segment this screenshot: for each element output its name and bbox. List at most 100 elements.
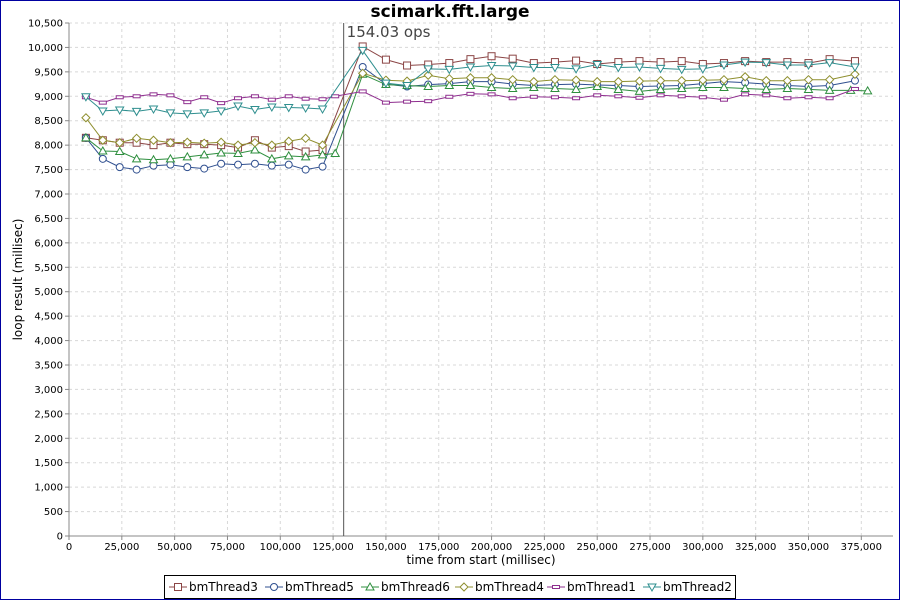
- x-tick-label: 200,000: [471, 542, 512, 553]
- y-tick-label: 3,500: [34, 361, 63, 372]
- data-point-bmThread6: [283, 150, 294, 160]
- data-point-bmThread1: [132, 94, 141, 99]
- y-tick-label: 3,000: [34, 385, 63, 396]
- data-point-bmThread6: [97, 145, 108, 155]
- x-tick-label: 275,000: [629, 542, 670, 553]
- legend-swatch-marker: [459, 582, 469, 592]
- series-bmThread2: [81, 46, 860, 119]
- data-point-bmThread1: [804, 95, 813, 100]
- ops-annotation: 154.03 ops: [343, 23, 431, 536]
- data-point-bmThread1: [719, 97, 728, 102]
- data-point-bmThread4: [529, 76, 539, 87]
- data-point-bmThread1: [358, 89, 367, 94]
- series-bmThread1: [81, 86, 859, 106]
- x-axis-label: time from start (millisec): [406, 553, 555, 567]
- data-point-bmThread4: [357, 68, 368, 79]
- data-point-bmThread3: [677, 57, 686, 66]
- data-point-bmThread6: [216, 147, 226, 157]
- legend-label: bmThread4: [475, 580, 544, 594]
- data-point-bmThread1: [424, 99, 433, 104]
- data-point-bmThread5: [98, 154, 107, 163]
- legend-swatch-marker: [174, 583, 182, 591]
- data-point-bmThread1: [635, 95, 644, 100]
- data-point-bmThread4: [98, 135, 108, 145]
- data-point-bmThread2: [761, 59, 772, 68]
- data-point-bmThread3: [508, 54, 517, 63]
- data-point-bmThread5: [200, 164, 209, 173]
- data-point-bmThread1: [445, 94, 454, 99]
- data-point-bmThread4: [115, 137, 125, 148]
- data-point-bmThread1: [381, 100, 390, 105]
- legend-swatch: [361, 581, 379, 591]
- series-bmThread6: [81, 69, 873, 164]
- data-point-bmThread4: [182, 137, 193, 147]
- legend-swatch: [169, 583, 187, 591]
- data-point-bmThread5: [132, 165, 141, 174]
- data-point-bmThread1: [508, 96, 517, 101]
- y-tick-label: 9,000: [34, 92, 63, 103]
- y-tick-label: 0: [57, 532, 63, 543]
- x-tick-label: 350,000: [788, 542, 829, 553]
- data-point-bmThread4: [317, 140, 328, 150]
- data-point-bmThread3: [466, 55, 475, 64]
- data-point-bmThread1: [614, 94, 623, 99]
- y-tick-label: 2,000: [34, 434, 63, 445]
- data-point-bmThread4: [267, 140, 277, 150]
- data-point-bmThread2: [592, 61, 603, 70]
- data-point-bmThread1: [331, 94, 340, 99]
- data-point-bmThread1: [149, 92, 158, 97]
- data-point-bmThread1: [200, 95, 209, 100]
- data-point-bmThread4: [761, 75, 771, 86]
- data-point-bmThread1: [741, 92, 750, 97]
- data-point-bmThread2: [233, 102, 243, 112]
- data-point-bmThread2: [165, 109, 176, 118]
- data-point-bmThread2: [782, 61, 793, 71]
- data-point-bmThread6: [862, 85, 873, 95]
- data-point-bmThread5: [250, 159, 259, 168]
- data-point-bmThread4: [782, 75, 793, 86]
- data-point-bmThread1: [403, 99, 412, 104]
- data-point-bmThread2: [850, 63, 860, 72]
- data-point-bmThread3: [572, 56, 581, 65]
- data-point-bmThread1: [529, 94, 538, 99]
- data-point-bmThread2: [148, 105, 159, 114]
- data-point-bmThread1: [762, 93, 771, 98]
- data-point-bmThread2: [550, 63, 560, 73]
- data-point-bmThread4: [824, 74, 835, 85]
- data-point-bmThread4: [233, 140, 243, 150]
- data-point-bmThread6: [423, 81, 434, 91]
- data-point-bmThread1: [783, 96, 792, 101]
- data-point-bmThread5: [267, 161, 276, 170]
- data-point-bmThread5: [234, 160, 243, 169]
- data-point-bmThread6: [571, 84, 581, 93]
- data-point-bmThread6: [250, 145, 260, 154]
- data-point-bmThread6: [300, 151, 311, 161]
- series-bmThread4: [81, 68, 860, 150]
- data-point-bmThread1: [593, 93, 602, 98]
- x-tick-label: 25,000: [104, 542, 139, 553]
- data-point-bmThread5: [183, 163, 192, 172]
- data-point-bmThread3: [403, 61, 412, 70]
- x-axis-ticks: 0 25,000 50,000 75,000 100,000 125,000 150,000…: [66, 536, 882, 553]
- y-tick-label: 5,000: [34, 287, 63, 298]
- data-point-bmThread2: [81, 93, 91, 102]
- data-point-bmThread4: [486, 73, 497, 83]
- data-point-bmThread6: [697, 82, 708, 91]
- data-point-bmThread6: [199, 149, 210, 159]
- data-point-bmThread2: [131, 107, 142, 117]
- data-point-bmThread3: [381, 55, 390, 64]
- legend-swatch: [455, 582, 473, 592]
- data-point-bmThread6: [528, 82, 539, 91]
- data-point-bmThread1: [466, 91, 475, 96]
- data-point-bmThread6: [655, 84, 666, 93]
- data-point-bmThread4: [423, 70, 433, 80]
- data-point-bmThread2: [740, 58, 750, 68]
- data-point-bmThread2: [571, 65, 581, 74]
- grid-lines: [68, 22, 893, 537]
- data-point-bmThread4: [571, 75, 581, 85]
- legend-swatch-marker: [647, 583, 657, 593]
- x-tick-label: 300,000: [682, 542, 723, 553]
- data-point-bmThread6: [131, 153, 142, 163]
- data-point-bmThread5: [284, 160, 293, 169]
